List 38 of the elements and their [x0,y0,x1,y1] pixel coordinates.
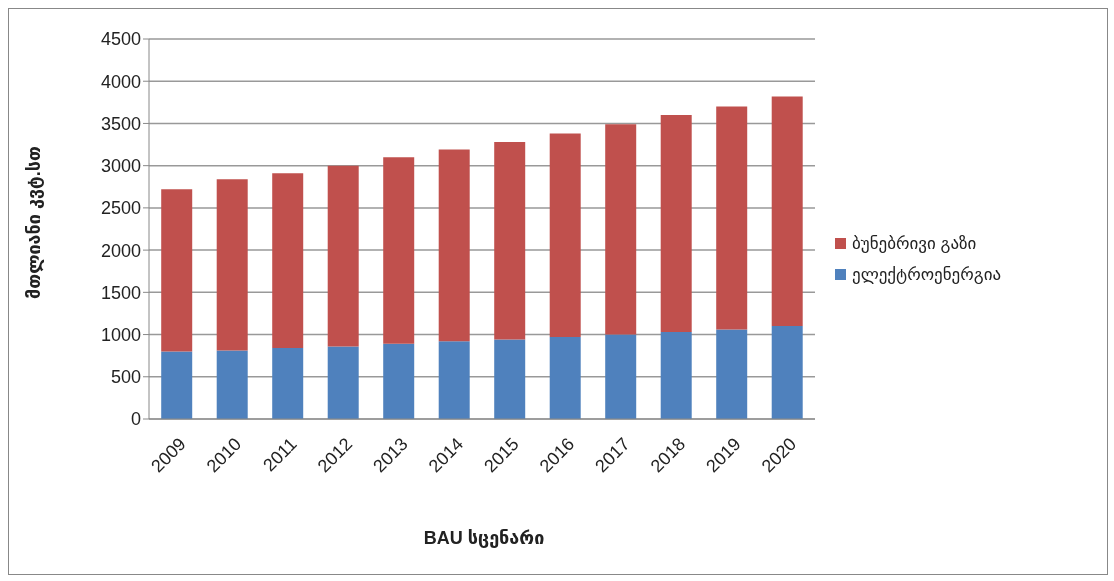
bar [438,149,470,342]
bar [605,334,637,419]
x-axis-title: BAU სცენარი [422,527,546,549]
bar [161,189,193,352]
y-tick-label: 2500 [100,198,141,219]
y-tick-label: 0 [130,409,141,430]
bar [660,332,692,419]
y-tick-label: 3000 [100,156,141,177]
bar [383,343,415,419]
y-tick-label: 1000 [100,324,141,345]
bar [161,351,193,419]
bar [771,326,803,419]
y-axis-title: მთლიანი კვტ.სთ [24,146,45,299]
bar [494,339,526,419]
bar [716,106,748,330]
bar [272,348,304,419]
legend-label: ელექტროენერგია [852,264,1002,285]
bar [383,157,415,344]
y-tick-label: 500 [110,367,141,388]
bar [660,115,692,333]
y-tick-label: 3500 [100,113,141,134]
bar [605,124,637,335]
bar [327,346,359,419]
bar [771,96,803,327]
bar [438,341,470,419]
legend-label: ბუნებრივი გაზი [852,233,977,254]
bar [216,350,248,419]
y-tick-label: 4000 [100,71,141,92]
bar [716,329,748,419]
bar [549,337,581,419]
bar [494,142,526,340]
bar [272,173,304,349]
y-tick-label: 1500 [100,282,141,303]
y-tick-label: 4500 [100,29,141,50]
bar [549,133,581,338]
bar [216,179,248,351]
bar [327,165,359,347]
y-tick-label: 2000 [100,240,141,261]
